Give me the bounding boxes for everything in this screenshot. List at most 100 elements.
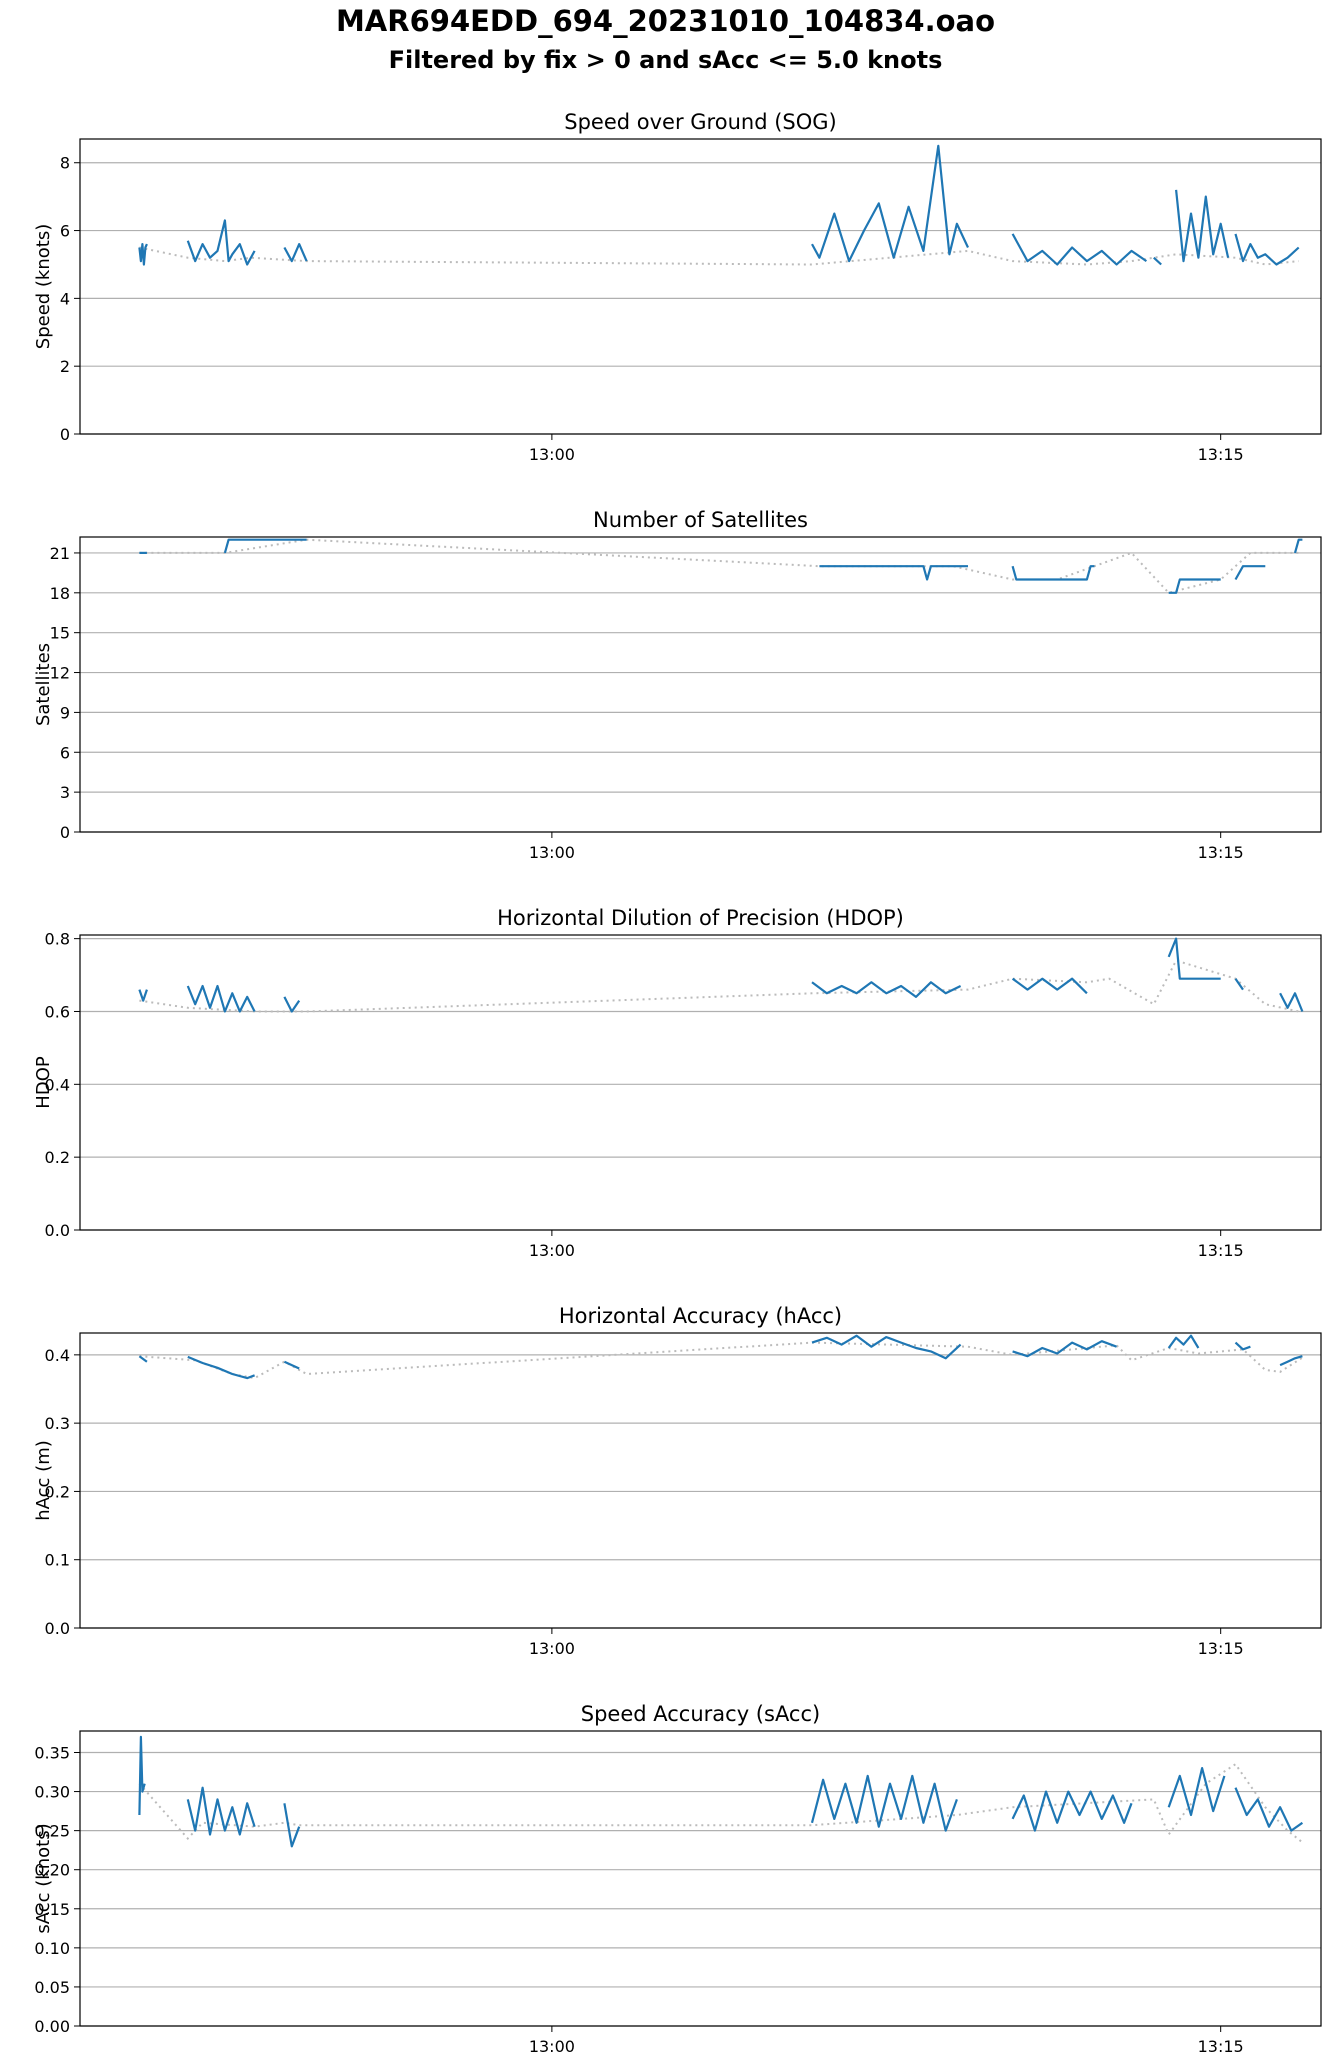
y-tick-label: 0.35 xyxy=(34,1743,70,1762)
subplot-title-speed-over-ground-sog: Speed over Ground (SOG) xyxy=(564,110,836,134)
series-segment-7 xyxy=(1234,978,1244,991)
series-segment-4 xyxy=(810,1774,958,1832)
series-segment-6 xyxy=(1167,1766,1226,1817)
x-tick-label: 13:15 xyxy=(1198,2037,1244,2056)
subplot-4: 0.0 0.1 0.2 0.3 0.4 13:00 13:15 Horizontal Accu… xyxy=(33,1304,1322,1658)
series-segment-1 xyxy=(138,1355,148,1363)
series-segment-4 xyxy=(1011,565,1095,581)
figure-title: MAR694EDD_694_20231010_104834.oao xyxy=(335,4,996,38)
series-segment-6 xyxy=(1167,937,1221,980)
y-tick-label: 0.1 xyxy=(45,1551,70,1570)
series-segment-2 xyxy=(186,219,256,266)
y-tick-label: 0.0 xyxy=(45,1619,70,1638)
axes-frame xyxy=(79,1332,1322,1629)
subplot-1: 0 2 4 6 8 13:00 13:15 Speed over Ground (SOG) Sp… xyxy=(33,110,1322,464)
series-segment-2 xyxy=(223,538,307,554)
subplot-2: 0 3 6 9 12 15 18 21 13:00 13:15 Number of Satellit… xyxy=(33,508,1322,862)
subplot-title-number-of-satellites: Number of Satellites xyxy=(593,508,808,532)
y-tick-label: 4 xyxy=(60,289,70,308)
x-tick-label: 13:00 xyxy=(529,843,575,862)
subplot-title-horizontal-dilution-of-precision-hdop: Horizontal Dilution of Precision (HDOP) xyxy=(497,906,904,930)
y-tick-label: 0.25 xyxy=(34,1822,70,1841)
series-segment-5 xyxy=(1168,578,1221,594)
subplot-3: 0.0 0.2 0.4 0.6 0.8 13:00 13:15 Horizontal Dilu… xyxy=(33,906,1322,1260)
series-segment-3 xyxy=(283,996,301,1013)
gap-interpolation-line xyxy=(139,959,1299,1013)
y-tick-label: 0.15 xyxy=(34,1900,70,1919)
gap-interpolation-line xyxy=(139,1341,1303,1380)
axes-frame xyxy=(79,138,1322,435)
series-segment-1 xyxy=(138,1735,146,1816)
y-tick-label: 0.4 xyxy=(45,1075,70,1094)
y-axis-label: Satellites xyxy=(33,643,54,726)
y-tick-label: 0.2 xyxy=(45,1148,70,1167)
series-segment-3 xyxy=(283,1803,301,1848)
subplot-title-speed-accuracy-sacc: Speed Accuracy (sAcc) xyxy=(581,1702,820,1726)
series-segment-7 xyxy=(1234,1341,1251,1351)
series-segment-4 xyxy=(811,981,962,999)
y-tick-label: 0.6 xyxy=(45,1002,70,1021)
y-tick-label: 9 xyxy=(60,703,70,722)
series-segment-2 xyxy=(187,1355,255,1380)
y-tick-label: 8 xyxy=(60,154,70,173)
y-tick-label: 0 xyxy=(60,425,70,444)
y-tick-label: 0.20 xyxy=(34,1861,70,1880)
x-tick-label: 13:00 xyxy=(529,445,575,464)
y-tick-label: 0.00 xyxy=(34,2017,70,2036)
subplot-5: 0.00 0.05 0.10 0.15 0.20 0.25 0.30 0.35 13:00 13:… xyxy=(33,1702,1322,2056)
y-tick-label: 0.0 xyxy=(45,1221,70,1240)
y-axis-label: hAcc (m) xyxy=(33,1440,54,1521)
series-segment-6 xyxy=(1167,1334,1200,1349)
series-segment-2 xyxy=(186,1786,256,1836)
y-axis-label: sAcc (knots) xyxy=(33,1823,54,1933)
y-tick-label: 6 xyxy=(60,222,70,241)
y-tick-label: 0.10 xyxy=(34,1939,70,1958)
series-segment-5 xyxy=(1011,233,1148,266)
y-tick-label: 0.4 xyxy=(45,1346,70,1365)
y-tick-label: 21 xyxy=(50,544,70,563)
series-segment-3 xyxy=(819,565,968,581)
series-segment-1 xyxy=(138,989,148,1002)
figure-subtitle: Filtered by fix > 0 and sAcc <= 5.0 knot… xyxy=(388,46,943,74)
series-segment-6 xyxy=(1234,565,1266,581)
x-tick-label: 13:15 xyxy=(1198,445,1244,464)
y-tick-label: 12 xyxy=(50,664,70,683)
series-segment-1 xyxy=(138,243,148,266)
series-segment-5 xyxy=(1011,1790,1133,1832)
gap-interpolation-line xyxy=(138,1762,1304,1844)
y-axis-label: Speed (knots) xyxy=(33,224,54,349)
series-segment-4 xyxy=(811,1334,962,1360)
series-segment-7 xyxy=(1175,189,1230,263)
x-tick-label: 13:15 xyxy=(1198,1241,1244,1260)
series-segment-8 xyxy=(1279,1355,1303,1367)
y-tick-label: 0.05 xyxy=(34,1978,70,1997)
y-tick-label: 0.8 xyxy=(45,930,70,949)
gap-interpolation-line xyxy=(139,538,1299,594)
y-axis-label: HDOP xyxy=(33,1056,54,1109)
y-tick-label: 15 xyxy=(50,624,70,643)
y-tick-label: 3 xyxy=(60,783,70,802)
series-segment-2 xyxy=(186,984,256,1013)
y-tick-label: 6 xyxy=(60,743,70,762)
axes-frame xyxy=(79,934,1322,1231)
axes-frame xyxy=(79,536,1322,833)
series-segment-4 xyxy=(811,144,969,263)
series-segment-8 xyxy=(1279,992,1304,1012)
y-tick-label: 18 xyxy=(50,584,70,603)
y-tick-label: 0.30 xyxy=(34,1783,70,1802)
y-tick-label: 0.3 xyxy=(45,1414,70,1433)
series-segment-7 xyxy=(1234,1787,1304,1832)
subplot-title-horizontal-accuracy-hacc: Horizontal Accuracy (hAcc) xyxy=(559,1304,842,1328)
series-segment-5 xyxy=(1012,1340,1117,1358)
y-tick-label: 0.2 xyxy=(45,1482,70,1501)
x-tick-label: 13:00 xyxy=(529,1241,575,1260)
x-tick-label: 13:00 xyxy=(529,2037,575,2056)
x-tick-label: 13:15 xyxy=(1198,1639,1244,1658)
y-tick-label: 2 xyxy=(60,357,70,376)
series-segment-3 xyxy=(283,243,308,263)
series-segment-6 xyxy=(1153,256,1162,266)
series-segment-5 xyxy=(1011,977,1088,995)
series-segment-8 xyxy=(1234,233,1300,266)
